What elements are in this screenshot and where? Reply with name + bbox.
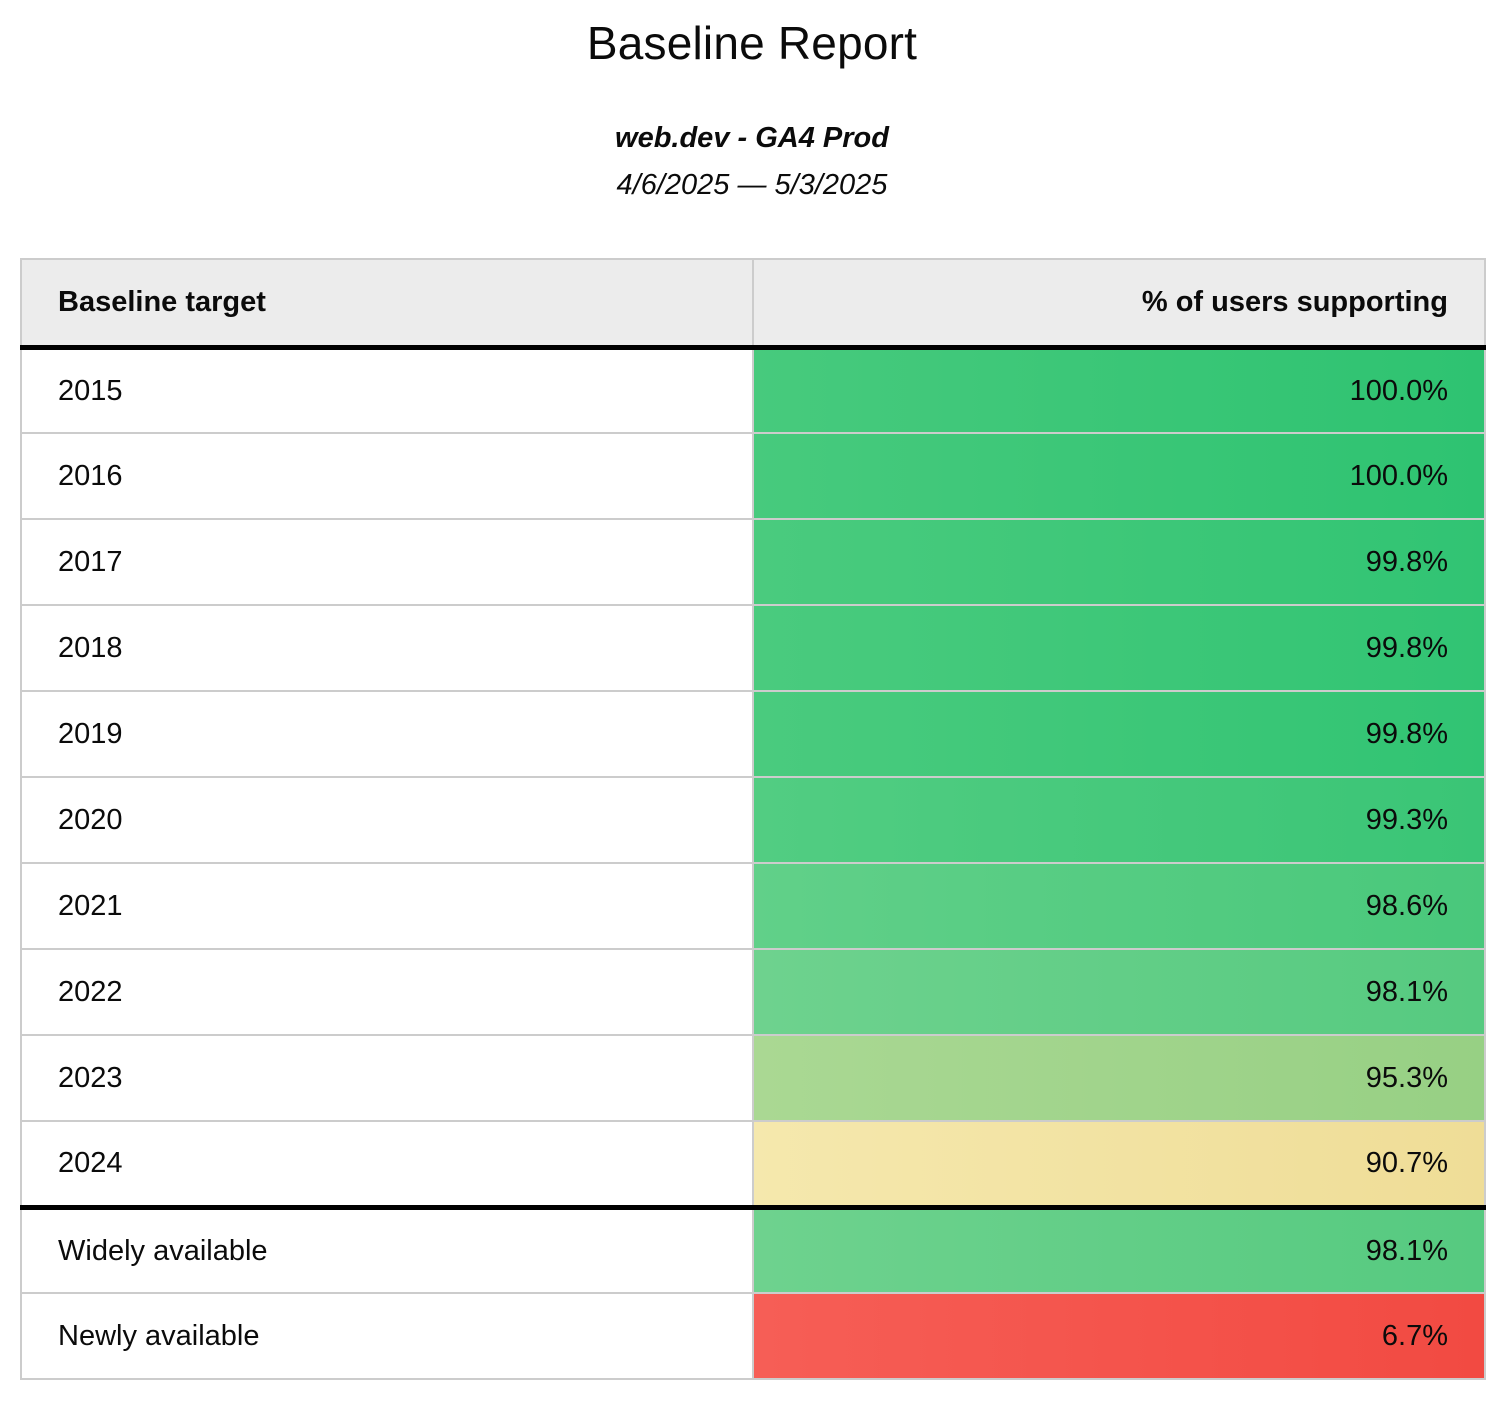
baseline-target-cell: 2022	[20, 948, 754, 1037]
table-row: Newly available 6.7%	[20, 1292, 1486, 1381]
baseline-target-cell: 2019	[20, 690, 754, 779]
baseline-target-cell: 2018	[20, 604, 754, 693]
table-row: 2023 95.3%	[20, 1034, 1486, 1123]
table-row: 2020 99.3%	[20, 776, 1486, 865]
percent-supporting-cell: 99.3%	[752, 776, 1486, 865]
table-row: 2021 98.6%	[20, 862, 1486, 951]
baseline-target-cell: 2016	[20, 432, 754, 521]
percent-supporting-cell: 6.7%	[752, 1292, 1486, 1381]
report-subtitle: web.dev - GA4 Prod	[615, 122, 889, 155]
percent-supporting-cell: 98.6%	[752, 862, 1486, 951]
column-header-baseline-target: Baseline target	[20, 257, 754, 350]
percent-supporting-cell: 99.8%	[752, 690, 1486, 779]
percent-supporting-cell: 100.0%	[752, 346, 1486, 435]
table-row: 2016 100.0%	[20, 432, 1486, 521]
table-header: Baseline target % of users supporting	[20, 257, 1486, 350]
baseline-target-cell: Widely available	[20, 1206, 754, 1295]
table-row: 2017 99.8%	[20, 518, 1486, 607]
table-header-row: Baseline target % of users supporting	[20, 257, 1486, 350]
column-header-percent-users: % of users supporting	[752, 257, 1486, 350]
baseline-target-cell: 2023	[20, 1034, 754, 1123]
percent-supporting-cell: 90.7%	[752, 1120, 1486, 1210]
table-row: 2024 90.7%	[20, 1120, 1486, 1210]
percent-supporting-cell: 100.0%	[752, 432, 1486, 521]
table-body: 2015 100.0% 2016 100.0% 2017 99.8% 2018 99.8% 20…	[20, 346, 1486, 1381]
percent-supporting-cell: 99.8%	[752, 518, 1486, 607]
baseline-target-cell: 2024	[20, 1120, 754, 1210]
baseline-target-cell: 2021	[20, 862, 754, 951]
table-row: 2019 99.8%	[20, 690, 1486, 779]
percent-supporting-cell: 99.8%	[752, 604, 1486, 693]
report-date-range: 4/6/2025 — 5/3/2025	[616, 168, 888, 201]
table-row: 2018 99.8%	[20, 604, 1486, 693]
table-row: 2015 100.0%	[20, 346, 1486, 435]
percent-supporting-cell: 95.3%	[752, 1034, 1486, 1123]
baseline-target-cell: 2015	[20, 346, 754, 435]
baseline-table: Baseline target % of users supporting 20…	[20, 257, 1486, 1381]
percent-supporting-cell: 98.1%	[752, 948, 1486, 1037]
baseline-target-cell: Newly available	[20, 1292, 754, 1381]
table-row: 2022 98.1%	[20, 948, 1486, 1037]
percent-supporting-cell: 98.1%	[752, 1206, 1486, 1295]
baseline-target-cell: 2020	[20, 776, 754, 865]
baseline-target-cell: 2017	[20, 518, 754, 607]
page-title: Baseline Report	[586, 17, 918, 69]
table-row: Widely available 98.1%	[20, 1206, 1486, 1295]
